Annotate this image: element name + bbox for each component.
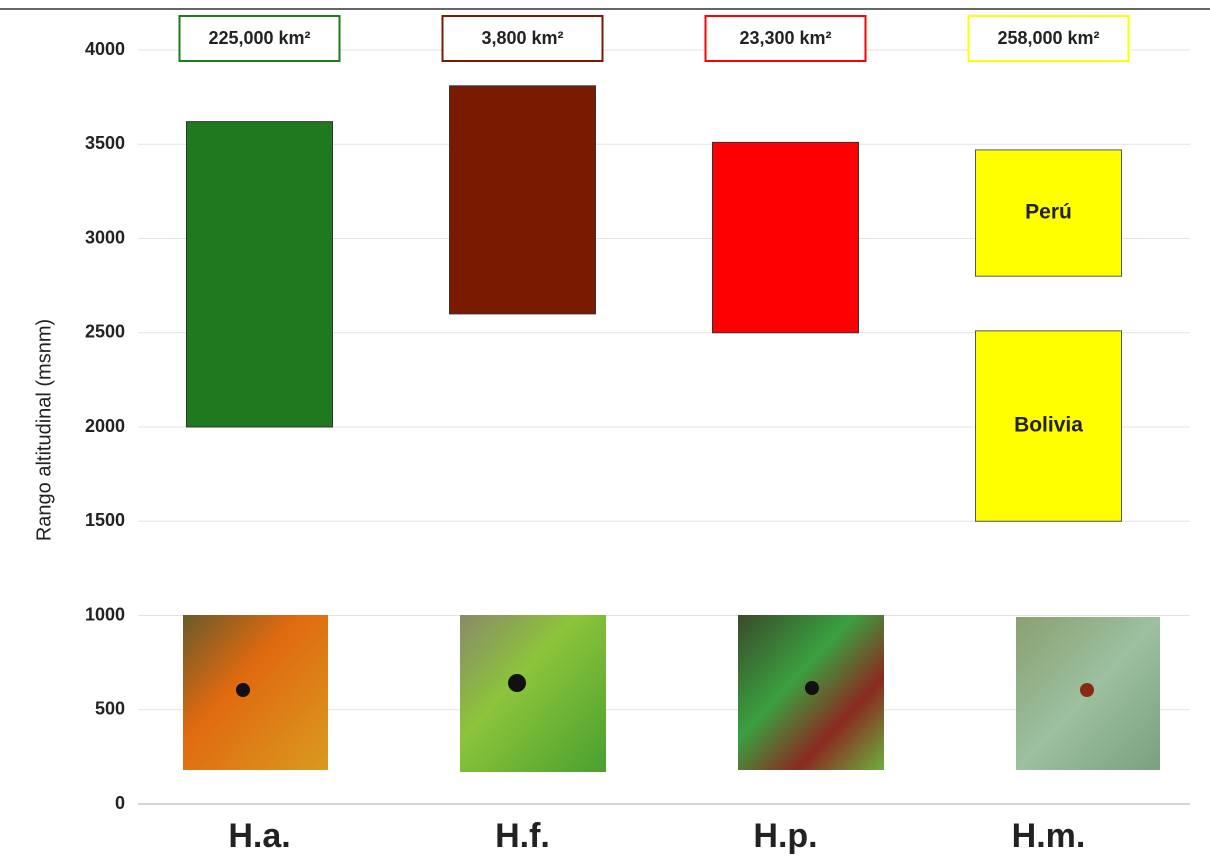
y-tick-label: 0	[115, 793, 125, 813]
y-tick-label: 2000	[85, 416, 125, 436]
range-bar	[449, 85, 596, 315]
y-tick-label: 3000	[85, 227, 125, 247]
area-box	[704, 15, 867, 62]
area-box	[967, 15, 1130, 62]
area-box	[441, 15, 604, 62]
parrot-photo	[183, 615, 328, 770]
bar-label: Perú	[1025, 201, 1072, 224]
range-bar	[975, 149, 1122, 277]
area-label: 3,800 km²	[481, 28, 563, 48]
y-tick-label: 4000	[85, 39, 125, 59]
x-tick-label: H.a.	[228, 817, 290, 855]
range-bar	[975, 330, 1122, 522]
range-bar	[186, 121, 333, 428]
y-tick-label: 1000	[85, 604, 125, 624]
x-tick-label: H.p.	[753, 817, 817, 855]
area-label: 258,000 km²	[997, 28, 1099, 48]
range-bar	[712, 141, 859, 334]
parrot-eye	[236, 683, 250, 697]
parrot-photo	[460, 615, 606, 772]
x-tick-label: H.m.	[1012, 817, 1086, 855]
y-tick-label: 3500	[85, 133, 125, 153]
area-label: 225,000 km²	[208, 28, 310, 48]
parrot-eye	[508, 674, 526, 692]
bar-label: Bolivia	[1014, 414, 1083, 437]
y-tick-label: 1500	[85, 510, 125, 530]
x-tick-label: H.f.	[495, 817, 550, 855]
photos	[183, 615, 1160, 772]
y-axis-title: Rango altitudinal (msnm)	[33, 319, 55, 541]
parrot-eye	[1080, 683, 1094, 697]
y-tick-label: 2500	[85, 322, 125, 342]
area-box	[178, 15, 341, 62]
area-label: 23,300 km²	[739, 28, 831, 48]
parrot-eye	[805, 681, 819, 695]
y-tick-label: 500	[95, 699, 125, 719]
